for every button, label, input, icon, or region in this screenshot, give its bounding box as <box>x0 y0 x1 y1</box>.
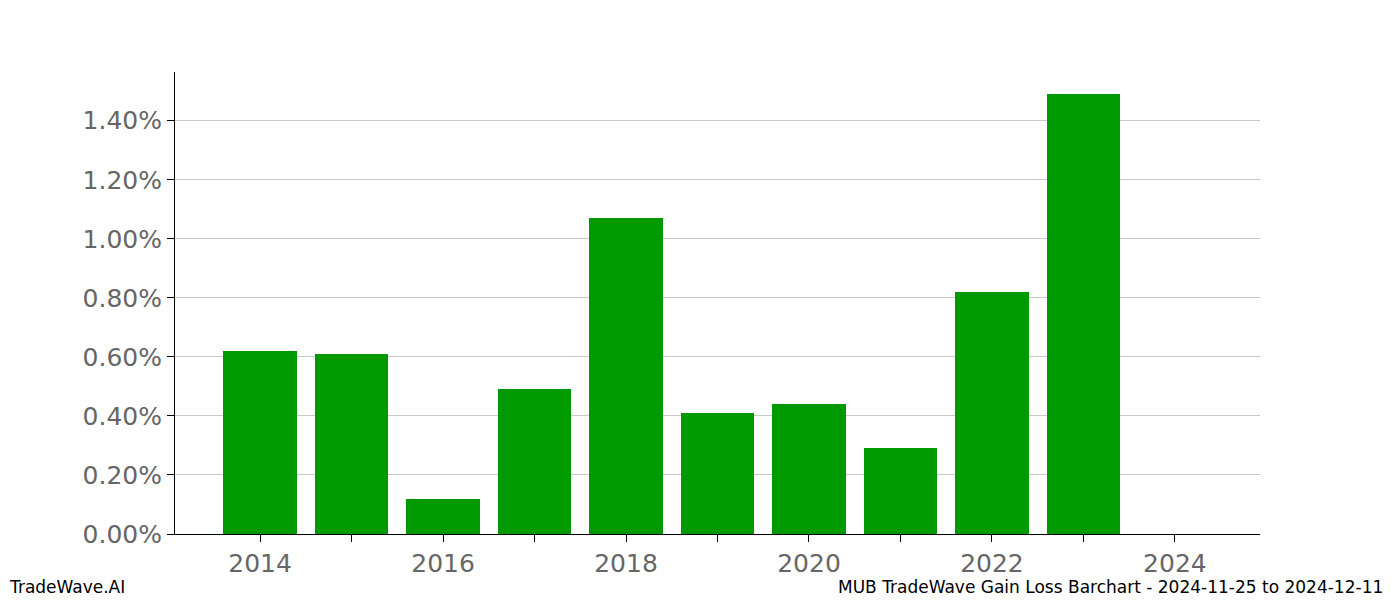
svg-text:1.20%: 1.20% <box>83 166 162 195</box>
svg-text:2016: 2016 <box>411 549 475 578</box>
svg-text:0.60%: 0.60% <box>83 343 162 372</box>
svg-text:TradeWave.AI: TradeWave.AI <box>9 577 125 597</box>
svg-text:0.00%: 0.00% <box>83 520 162 549</box>
svg-text:0.20%: 0.20% <box>83 461 162 490</box>
svg-text:2022: 2022 <box>960 549 1024 578</box>
svg-text:2024: 2024 <box>1143 549 1207 578</box>
svg-text:2020: 2020 <box>777 549 841 578</box>
svg-text:1.00%: 1.00% <box>83 225 162 254</box>
svg-text:2014: 2014 <box>228 549 292 578</box>
svg-text:0.40%: 0.40% <box>83 402 162 431</box>
svg-text:0.80%: 0.80% <box>83 284 162 313</box>
svg-text:2018: 2018 <box>594 549 658 578</box>
svg-text:MUB TradeWave Gain Loss Barcha: MUB TradeWave Gain Loss Barchart - 2024-… <box>838 577 1383 597</box>
svg-text:1.40%: 1.40% <box>83 106 162 135</box>
